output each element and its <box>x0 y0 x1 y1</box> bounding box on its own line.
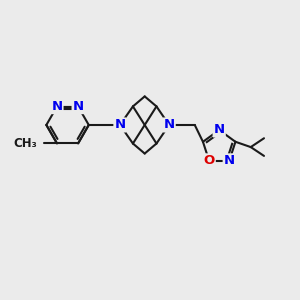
Text: N: N <box>51 100 62 113</box>
Text: N: N <box>73 100 84 113</box>
Text: N: N <box>114 118 125 131</box>
Text: N: N <box>224 154 235 167</box>
Text: N: N <box>164 118 175 131</box>
Text: CH₃: CH₃ <box>14 137 37 150</box>
Text: O: O <box>203 154 215 167</box>
Text: N: N <box>214 124 225 136</box>
